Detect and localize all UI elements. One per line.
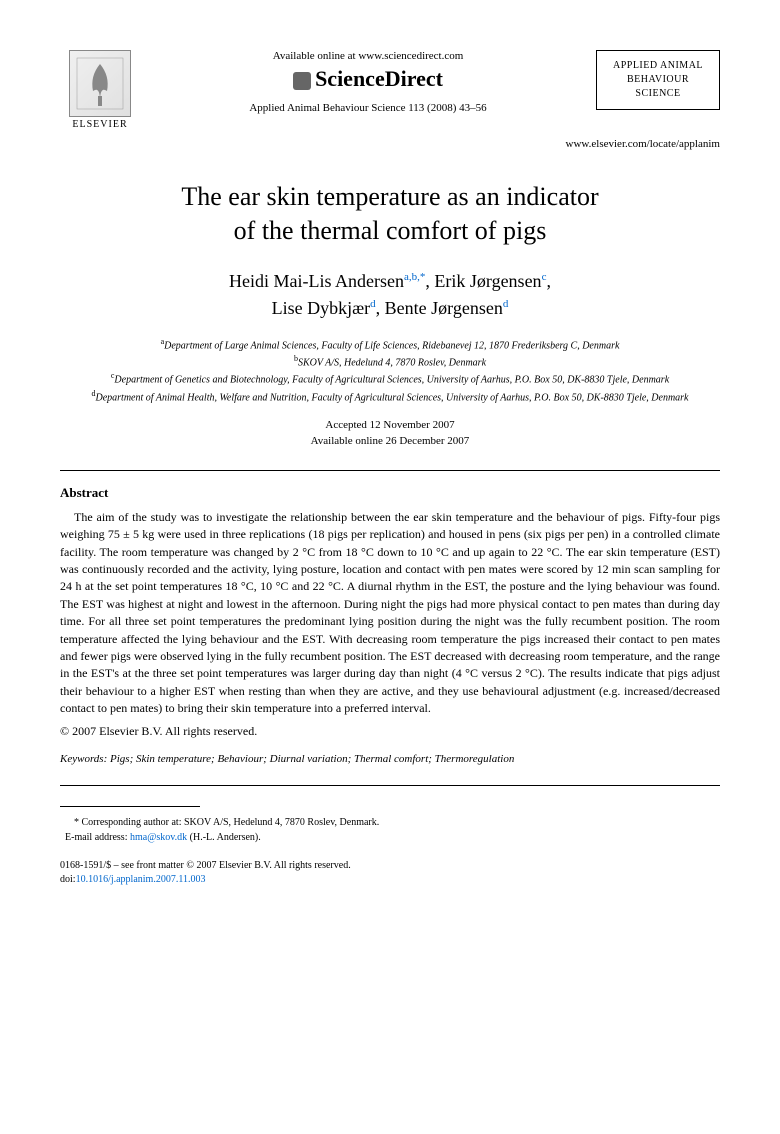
author-affiliation-marker: c [542,271,547,283]
article-title: The ear skin temperature as an indicator… [60,180,720,248]
journal-box-line: BEHAVIOUR [603,73,713,87]
affiliations-block: aDepartment of Large Animal Sciences, Fa… [60,336,720,405]
issn-line: 0168-1591/$ – see front matter © 2007 El… [60,860,351,871]
title-line: The ear skin temperature as an indicator [181,182,598,211]
publisher-name: ELSEVIER [72,119,127,130]
affiliation-text: Department of Large Animal Sciences, Fac… [164,340,619,351]
title-line: of the thermal comfort of pigs [234,216,547,245]
sciencedirect-icon [293,72,311,90]
corresponding-text: Corresponding author at: SKOV A/S, Hedel… [82,817,380,828]
corresponding-star: * [420,271,426,283]
accepted-date: Accepted 12 November 2007 [325,419,454,431]
header-row: ELSEVIER Available online at www.science… [60,50,720,130]
section-divider [60,785,720,786]
abstract-heading: Abstract [60,485,720,501]
footer-info: 0168-1591/$ – see front matter © 2007 El… [60,859,720,887]
available-online-text: Available online at www.sciencedirect.co… [160,50,576,62]
dates-block: Accepted 12 November 2007 Available onli… [60,417,720,450]
abstract-body: The aim of the study was to investigate … [60,509,720,718]
journal-box-line: SCIENCE [603,87,713,101]
email-label: E-mail address: [65,832,127,843]
publisher-block: ELSEVIER [60,50,140,130]
author-affiliation-marker: a,b, [404,271,420,283]
author-email-link[interactable]: hma@skov.dk [130,832,187,843]
online-date: Available online 26 December 2007 [311,435,470,447]
author-name[interactable]: Heidi Mai-Lis Andersen [229,271,404,291]
keywords-block: Keywords: Pigs; Skin temperature; Behavi… [60,753,720,765]
journal-citation: Applied Animal Behaviour Science 113 (20… [160,102,576,114]
author-name[interactable]: Bente Jørgensen [385,298,503,318]
section-divider [60,470,720,471]
author-affiliation-marker: d [503,298,509,310]
sciencedirect-logo: ScienceDirect [160,66,576,92]
doi-link[interactable]: 10.1016/j.applanim.2007.11.003 [76,874,206,885]
journal-title-box: APPLIED ANIMAL BEHAVIOUR SCIENCE [596,50,720,110]
affiliation-text: SKOV A/S, Hedelund 4, 7870 Roslev, Denma… [298,357,486,368]
keywords-label: Keywords: [60,753,107,765]
author-name[interactable]: Erik Jørgensen [434,271,541,291]
doi-label: doi: [60,874,76,885]
corresponding-author-block: * Corresponding author at: SKOV A/S, Hed… [60,815,720,845]
platform-name: ScienceDirect [315,66,443,91]
authors-block: Heidi Mai-Lis Andersena,b,*, Erik Jørgen… [60,268,720,322]
copyright-line: © 2007 Elsevier B.V. All rights reserved… [60,724,720,739]
elsevier-tree-logo [69,50,131,117]
affiliation-text: Department of Animal Health, Welfare and… [96,392,689,403]
keywords-values: Pigs; Skin temperature; Behaviour; Diurn… [110,753,514,765]
affiliation-text: Department of Genetics and Biotechnology… [114,375,669,386]
footnote-divider [60,806,200,807]
author-name[interactable]: Lise Dybkjær [272,298,371,318]
journal-box-line: APPLIED ANIMAL [603,59,713,73]
journal-url[interactable]: www.elsevier.com/locate/applanim [60,138,720,150]
author-affiliation-marker: d [370,298,376,310]
center-header: Available online at www.sciencedirect.co… [140,50,596,114]
email-author-name: (H.-L. Andersen). [190,832,261,843]
